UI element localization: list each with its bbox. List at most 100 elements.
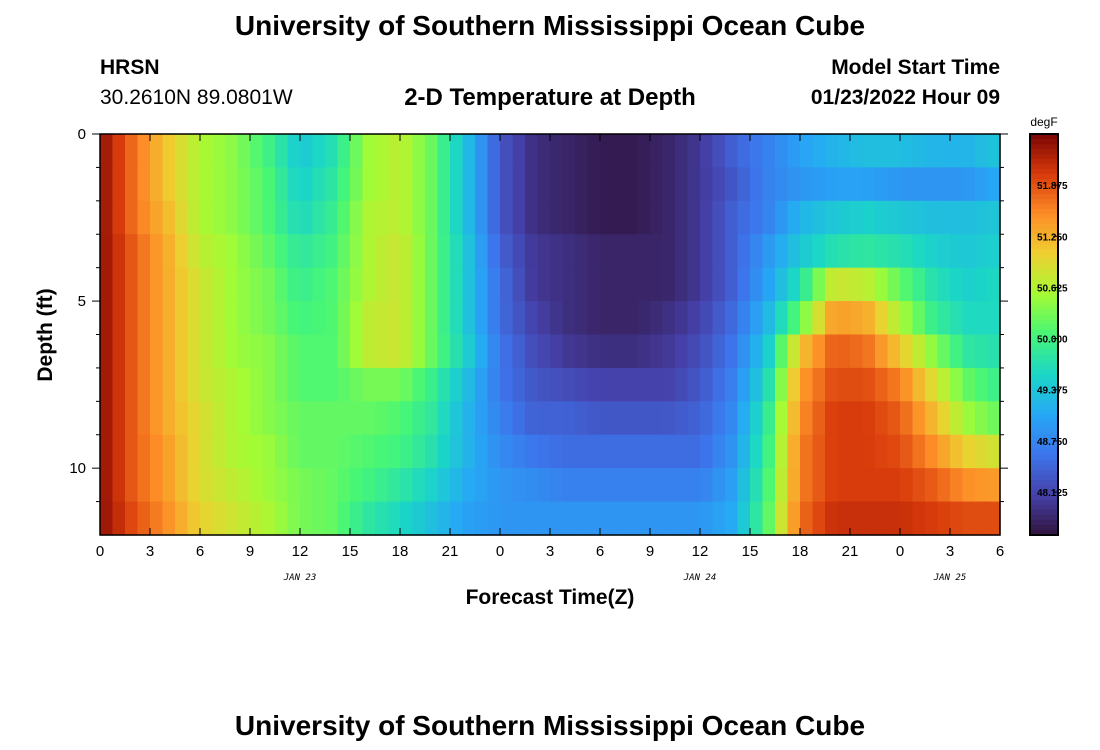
heatmap-cell (725, 301, 739, 336)
colorbar-frame (1029, 133, 1059, 536)
heatmap-cell (562, 134, 576, 169)
heatmap-cell (325, 234, 339, 269)
heatmap-cell (875, 334, 889, 369)
colorbar-segment (1030, 134, 1058, 140)
heatmap-cell (337, 468, 351, 503)
heatmap-cell (787, 267, 801, 302)
heatmap-cell (837, 367, 851, 402)
colorbar-segment (1030, 369, 1058, 376)
colorbar-segment (1030, 524, 1058, 531)
x-tick-label: 21 (842, 543, 859, 560)
x-axis-label: Forecast Time(Z) (466, 586, 635, 609)
heatmap-cell (337, 367, 351, 402)
heatmap-cell (700, 501, 714, 536)
heatmap-cell (750, 367, 764, 402)
heatmap-cell (925, 434, 939, 469)
heatmap-cell (800, 434, 814, 469)
heatmap-cell (662, 200, 676, 235)
heatmap-cell (700, 267, 714, 302)
heatmap-cell (262, 267, 276, 302)
heatmap-cell (775, 301, 789, 336)
heatmap-cell (950, 468, 964, 503)
heatmap-cell (587, 200, 601, 235)
heatmap-cell (187, 434, 201, 469)
heatmap-cell (687, 234, 701, 269)
heatmap-cell (350, 134, 364, 169)
heatmap-cell (150, 501, 164, 536)
heatmap-cell (612, 301, 626, 336)
heatmap-cell (925, 367, 939, 402)
heatmap-cell (587, 401, 601, 436)
heatmap-cell (712, 301, 726, 336)
heatmap-cell (775, 468, 789, 503)
heatmap-cell (850, 434, 864, 469)
heatmap-cell (837, 334, 851, 369)
heatmap-cell (625, 267, 639, 302)
heatmap-cell (950, 134, 964, 169)
heatmap-cell (675, 134, 689, 169)
heatmap-cell (675, 434, 689, 469)
heatmap-cell (300, 267, 314, 302)
heatmap-cell (825, 501, 839, 536)
colorbar-segment (1030, 519, 1058, 526)
heatmap-cell (525, 334, 539, 369)
heatmap-cell (275, 301, 289, 336)
heatmap-cell (687, 468, 701, 503)
heatmap-cell (625, 468, 639, 503)
heatmap-cell (112, 367, 126, 402)
heatmap-cell (225, 301, 239, 336)
heatmap-cell (562, 200, 576, 235)
heatmap-cell (825, 301, 839, 336)
heatmap-cell (962, 200, 976, 235)
heatmap-cell (425, 134, 439, 169)
heatmap-cell (350, 434, 364, 469)
heatmap-cell (212, 267, 226, 302)
colorbar-segment (1030, 429, 1058, 436)
heatmap-cell (800, 134, 814, 169)
heatmap-cell (875, 134, 889, 169)
heatmap-cell (350, 367, 364, 402)
heatmap-cell (300, 234, 314, 269)
heatmap-cell (200, 267, 214, 302)
heatmap-cell (425, 267, 439, 302)
colorbar-segment (1030, 219, 1058, 225)
x-day-label: JAN 24 (683, 573, 717, 583)
heatmap-cell (775, 234, 789, 269)
colorbar-segment (1030, 484, 1058, 491)
heatmap-cell (537, 367, 551, 402)
heatmap-cell (862, 167, 876, 202)
heatmap-cell (125, 401, 139, 436)
heatmap-cell (687, 301, 701, 336)
heatmap-cell (712, 367, 726, 402)
heatmap-cell (225, 434, 239, 469)
heatmap-cell (612, 200, 626, 235)
colorbar-segment (1030, 509, 1058, 516)
heatmap-cell (550, 301, 564, 336)
heatmap-cell (500, 401, 514, 436)
heatmap-cell (462, 167, 476, 202)
colorbar-tick-label: 49.375 (1037, 386, 1068, 397)
heatmap-cell (225, 134, 239, 169)
heatmap-cell (875, 200, 889, 235)
heatmap-cell (212, 134, 226, 169)
heatmap-cell (862, 367, 876, 402)
heatmap-cell (850, 468, 864, 503)
heatmap-cell (450, 367, 464, 402)
heatmap-cell (200, 167, 214, 202)
heatmap-cell (775, 200, 789, 235)
heatmap-cell (162, 367, 176, 402)
heatmap-cell (275, 134, 289, 169)
heatmap-cell (200, 301, 214, 336)
heatmap-cell (725, 200, 739, 235)
heatmap-cell (437, 401, 451, 436)
heatmap-cell (962, 401, 976, 436)
heatmap-cell (237, 434, 251, 469)
heatmap-cell (412, 134, 426, 169)
colorbar-segment (1030, 399, 1058, 406)
heatmap-cell (775, 267, 789, 302)
heatmap-cell (862, 434, 876, 469)
heatmap-cell (912, 167, 926, 202)
heatmap-cell (725, 267, 739, 302)
heatmap-cell (187, 200, 201, 235)
heatmap-cell (475, 267, 489, 302)
